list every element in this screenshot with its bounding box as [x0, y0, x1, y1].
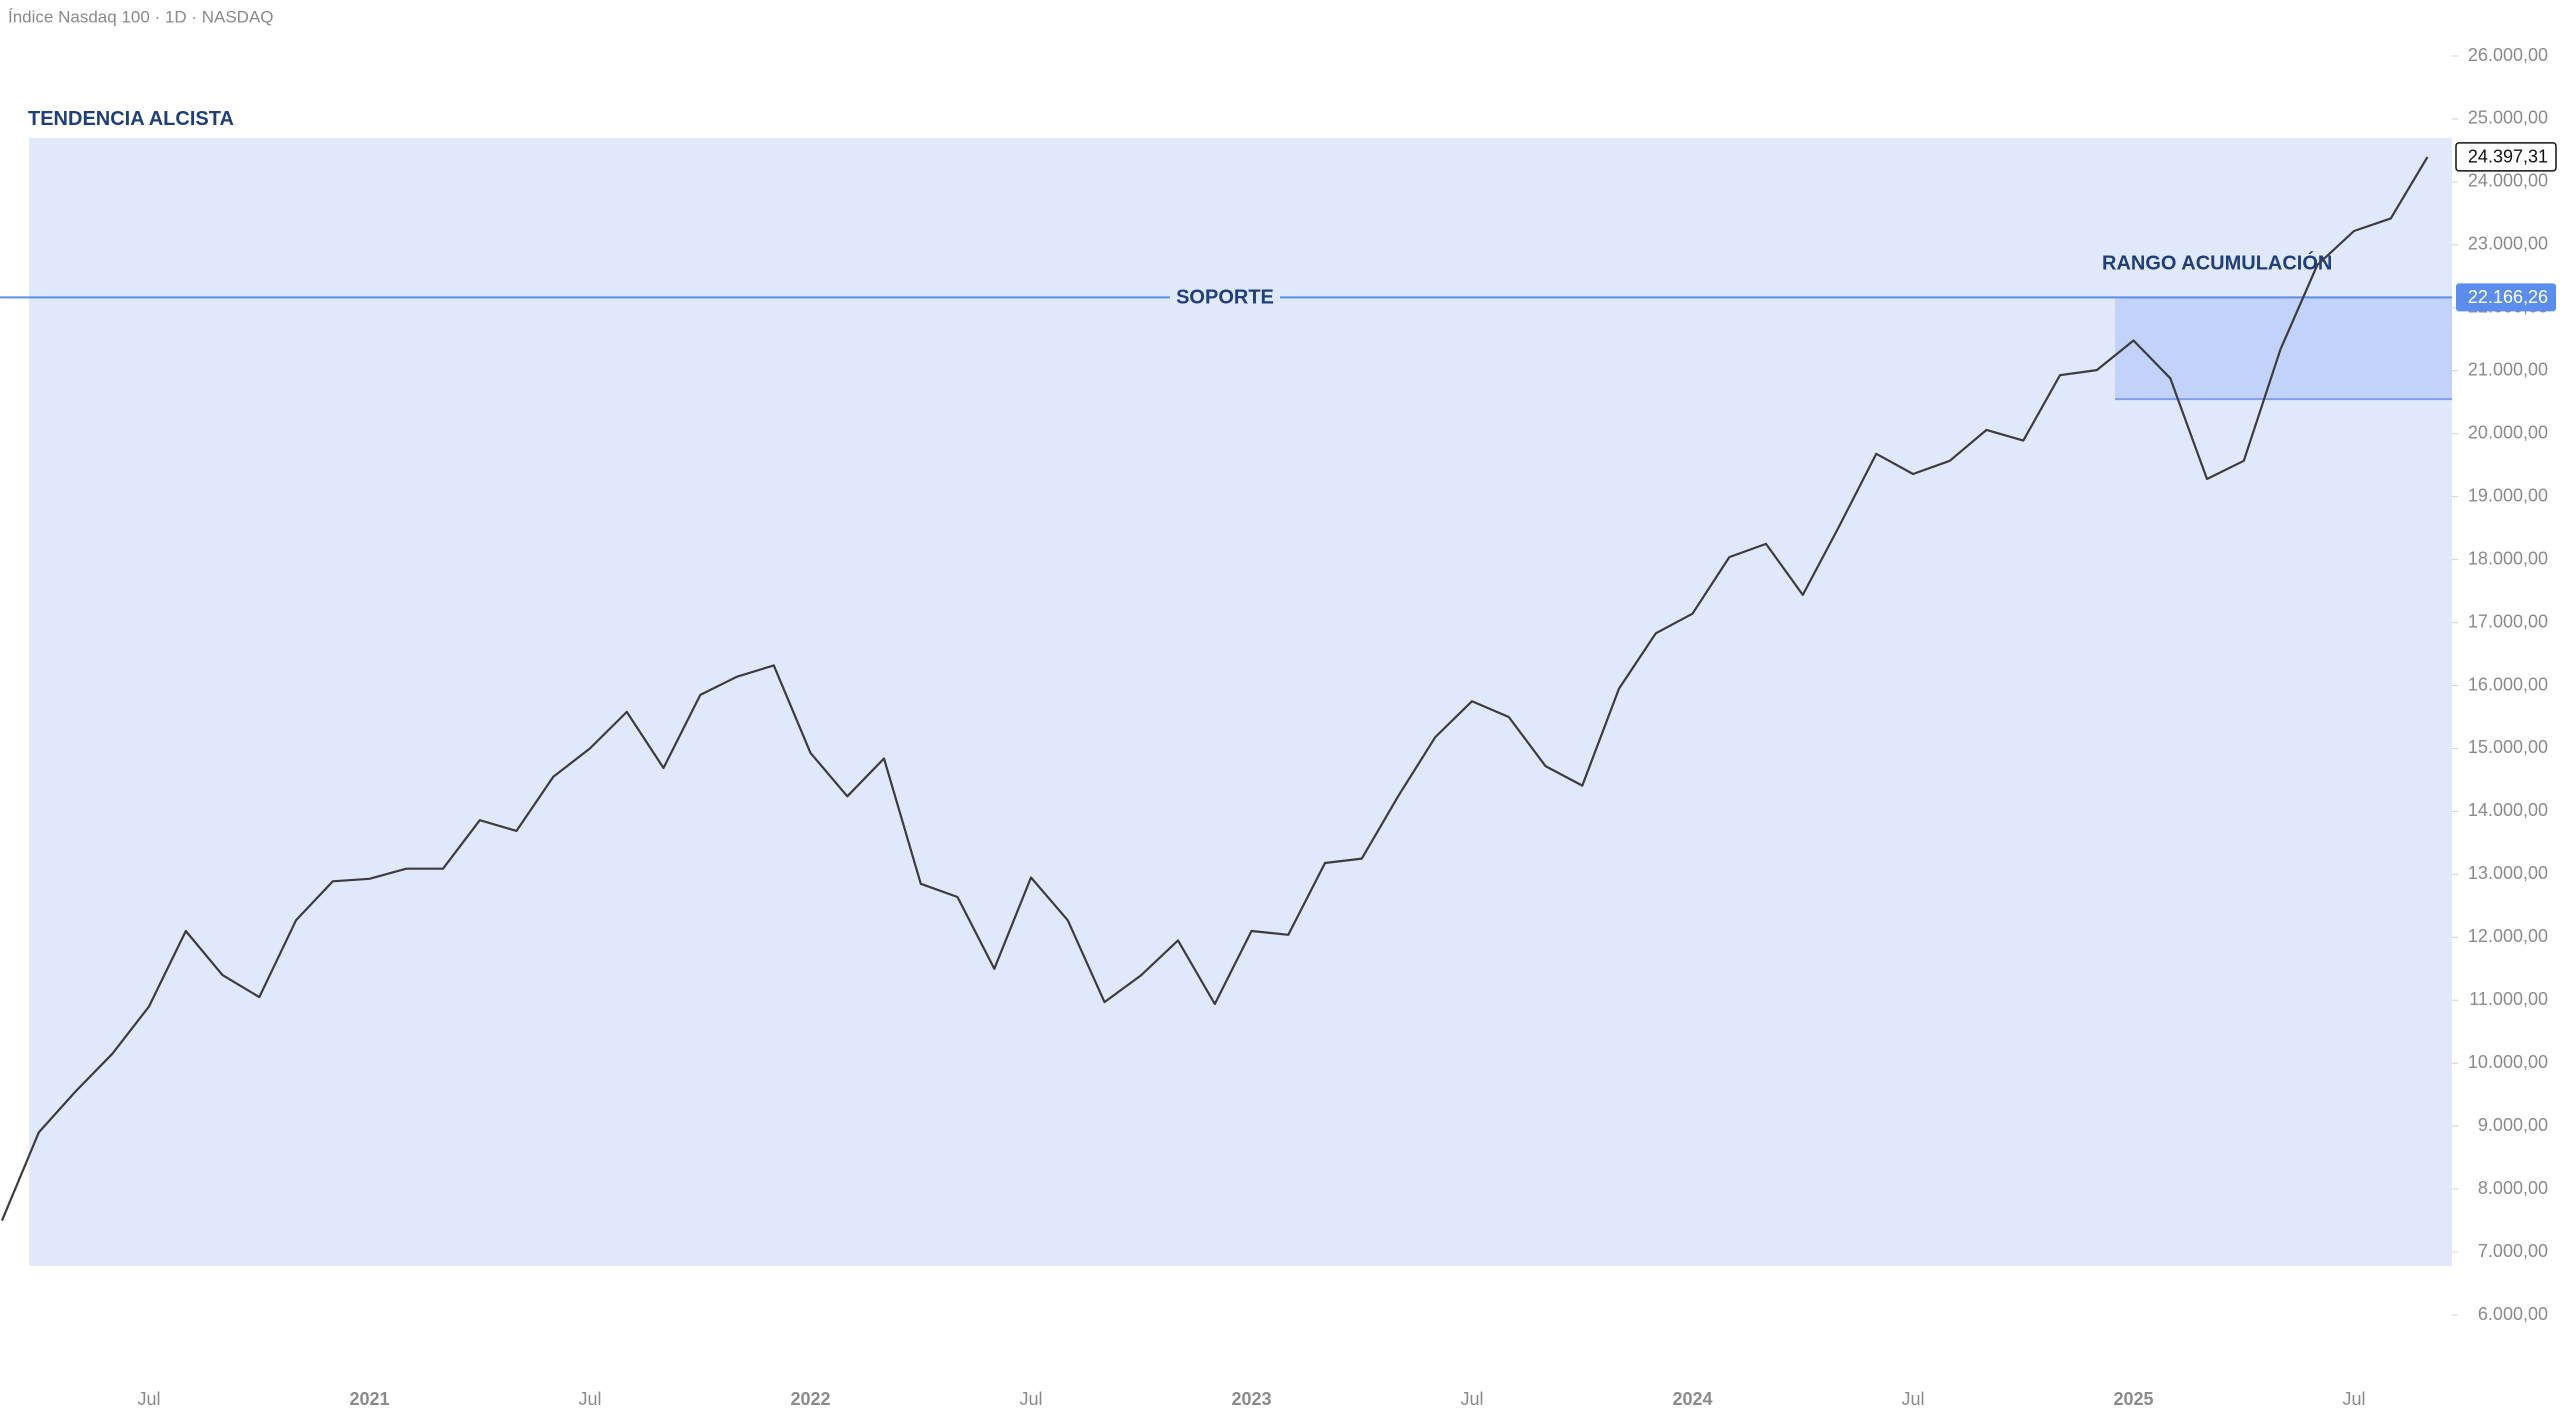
y-tick-label: 10.000,00: [2468, 1052, 2548, 1072]
y-tick-label: 23.000,00: [2468, 234, 2548, 254]
x-tick-label: 2022: [790, 1389, 830, 1409]
y-tick-label: 26.000,00: [2468, 45, 2548, 65]
y-tick-label: 8.000,00: [2478, 1178, 2548, 1198]
y-tick-label: 7.000,00: [2478, 1241, 2548, 1261]
zone: [2115, 297, 2452, 400]
x-tick-label: 2025: [2113, 1389, 2153, 1409]
zone-label: TENDENCIA ALCISTA: [28, 108, 234, 130]
y-tick-label: 21.000,00: [2468, 360, 2548, 380]
support-label-bg: [1170, 283, 1280, 312]
x-tick-label: Jul: [1460, 1389, 1483, 1409]
price-line: [0, 156, 2429, 1222]
support-price-label: 22.166,26: [2468, 287, 2548, 307]
y-tick-label: 17.000,00: [2468, 611, 2548, 631]
last-price-label: 24.397,31: [2468, 147, 2548, 167]
y-tick-label: 15.000,00: [2468, 737, 2548, 757]
y-tick-label: 25.000,00: [2468, 108, 2548, 128]
y-tick-label: 11.000,00: [2469, 989, 2548, 1009]
y-tick-label: 19.000,00: [2468, 485, 2548, 505]
y-tick-label: 24.000,00: [2468, 171, 2548, 191]
x-tick-label: 2024: [1672, 1389, 1712, 1409]
y-tick-label: 18.000,00: [2468, 548, 2548, 568]
support-label: SOPORTE: [1176, 287, 1274, 309]
x-tick-label: Jul: [578, 1389, 601, 1409]
y-tick-label: 13.000,00: [2468, 863, 2548, 883]
last-price-badge: [2455, 142, 2557, 172]
x-tick-label: Jul: [2342, 1389, 2365, 1409]
x-tick-label: 2021: [349, 1389, 389, 1409]
y-tick-label: 14.000,00: [2468, 800, 2548, 820]
y-tick-label: 16.000,00: [2468, 674, 2548, 694]
y-tick-label: 9.000,00: [2478, 1115, 2548, 1135]
support-price-badge: [2456, 283, 2556, 312]
zone-label: RANGO ACUMULACIÓN: [2102, 251, 2332, 275]
y-tick-label: 20.000,00: [2468, 422, 2548, 442]
chart-title: Índice Nasdaq 100 · 1D · NASDAQ: [8, 7, 274, 26]
y-tick-label: 12.000,00: [2468, 926, 2548, 946]
y-tick-label: 6.000,00: [2478, 1304, 2548, 1324]
x-tick-label: 2023: [1231, 1389, 1271, 1409]
x-tick-label: Jul: [137, 1389, 160, 1409]
x-tick-label: Jul: [1901, 1389, 1924, 1409]
x-tick-label: Jul: [1019, 1389, 1042, 1409]
zone: [29, 137, 2452, 1266]
